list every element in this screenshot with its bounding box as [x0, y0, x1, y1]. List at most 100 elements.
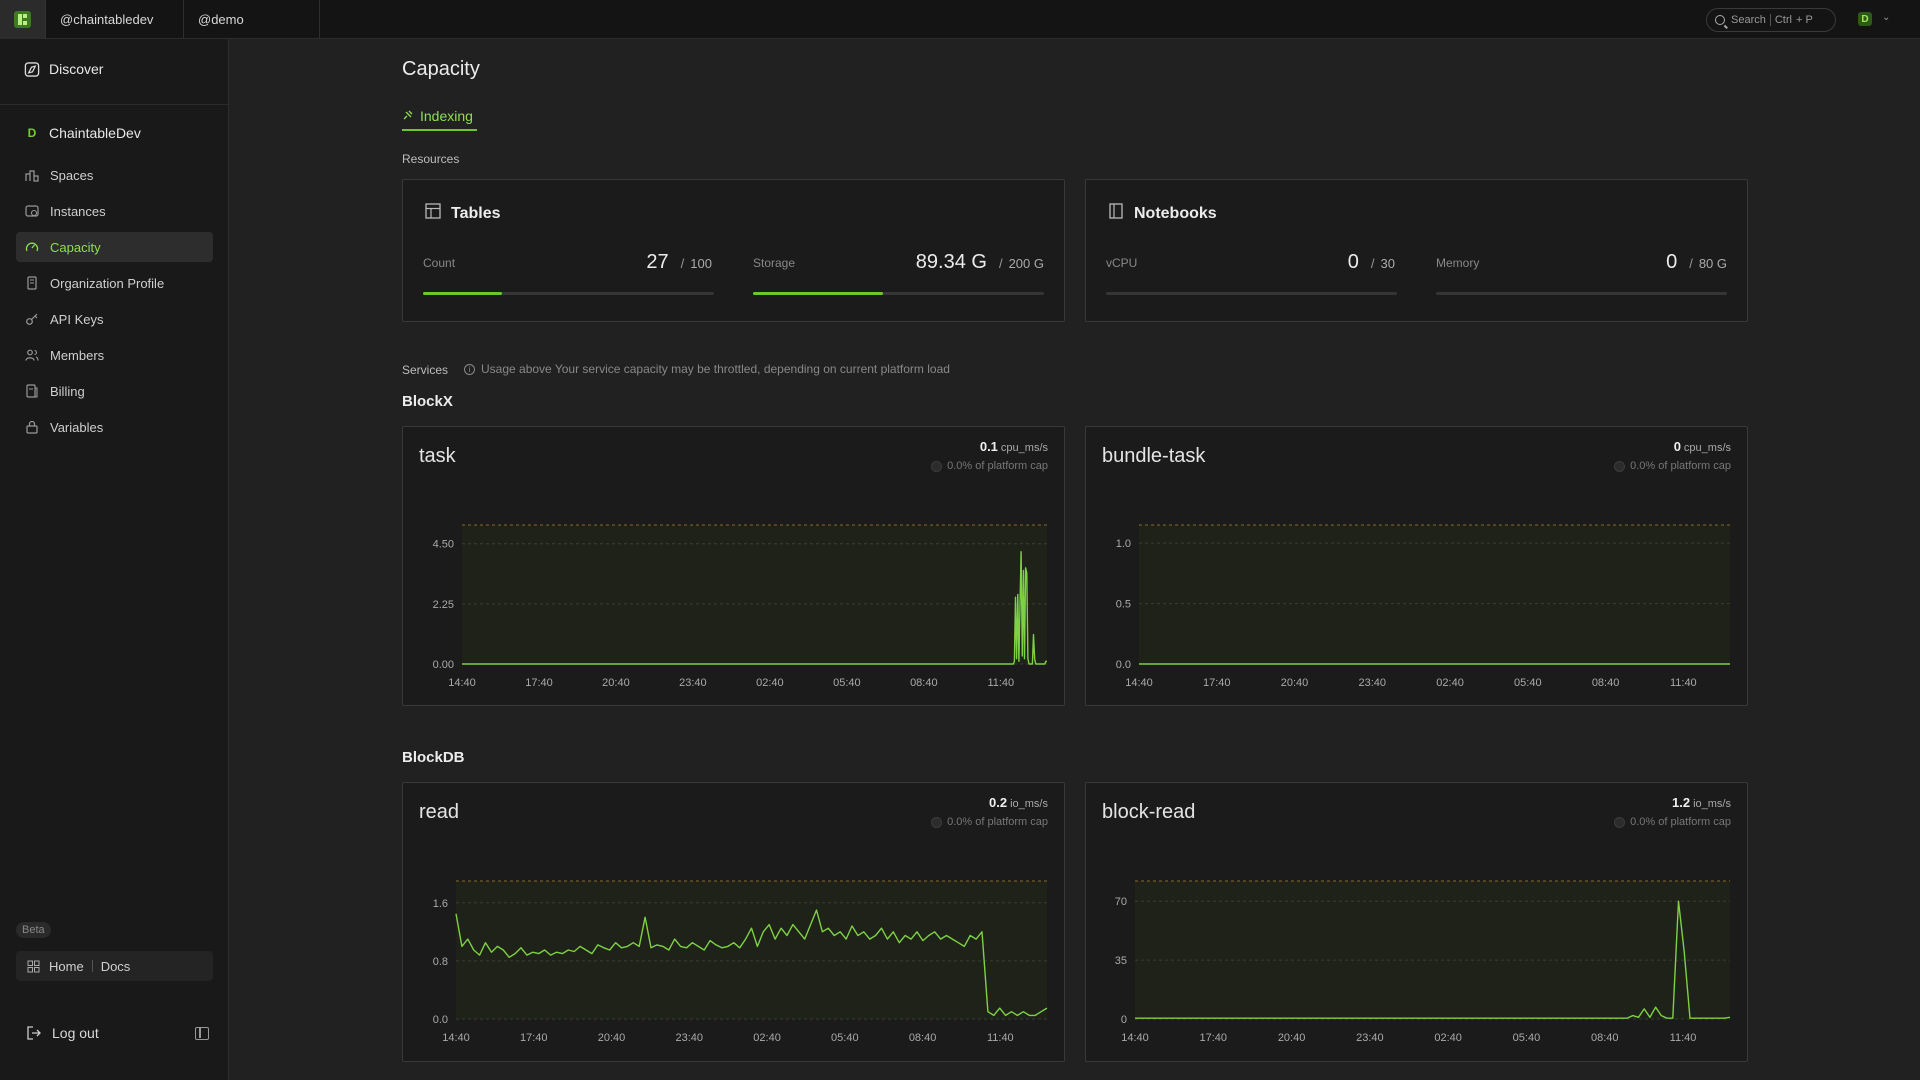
sidebar-item-spaces[interactable]: Spaces: [16, 160, 213, 190]
count-progress-bar: [423, 292, 714, 295]
plot-area: [456, 881, 1047, 1019]
sidebar-item-instances[interactable]: Instances: [16, 196, 213, 226]
tab-active-indicator: [402, 129, 477, 131]
x-tick-label: 23:40: [676, 1032, 704, 1044]
memory-progress-bar: [1436, 292, 1727, 295]
count-number: 27: [646, 251, 669, 273]
tab-indexing-label: Indexing: [420, 108, 473, 124]
chart-task-svg: 0.00 2.25 4.50 14:40 17:40 20:40 23:40 02:40 05:…: [433, 524, 1047, 689]
tab-indexing[interactable]: Indexing: [402, 104, 473, 128]
count-slash: /: [680, 256, 685, 271]
sidebar-item-members[interactable]: Members: [16, 340, 213, 370]
docs-link[interactable]: Docs: [100, 958, 131, 974]
count-progress-fill: [423, 292, 502, 295]
vcpu-limit: 30: [1380, 256, 1395, 271]
search-separator: [1769, 14, 1771, 26]
cap-indicator-icon: [1614, 460, 1626, 472]
profile-icon: [24, 275, 40, 291]
tables-card-title: Tables: [425, 203, 501, 224]
x-tick-label: 11:40: [1670, 1032, 1697, 1044]
y-tick-label: 0.8: [433, 956, 448, 968]
home-docs-separator: [91, 960, 93, 972]
resources-label: Resources: [402, 152, 460, 166]
chart-cap: 0.0% of platform cap: [931, 460, 1048, 472]
x-tick-label: 14:40: [1121, 1032, 1149, 1044]
org-name-label: ChaintableDev: [49, 125, 141, 141]
chart-rate-value: 1.2: [1672, 795, 1691, 810]
chart-title: read: [419, 801, 460, 823]
sidebar-item-label: Billing: [50, 383, 85, 399]
chart-cap: 0.0% of platform cap: [1614, 816, 1731, 828]
y-tick-label: 0.0: [433, 1014, 448, 1026]
x-tick-label: 02:40: [753, 1032, 781, 1044]
y-tick-label: 0.0: [1116, 659, 1131, 671]
sidebar-item-billing[interactable]: Billing: [16, 376, 213, 406]
storage-value: 89.34 G / 200 G: [916, 251, 1044, 274]
discover-link[interactable]: Discover: [24, 61, 103, 77]
sidebar-item-label: Members: [50, 347, 105, 363]
plot-area: [1139, 525, 1730, 664]
chart-card-bundle-task: 0.0 0.5 1.0 14:40 17:40 20:40 23:40 02:40 05:40 0…: [1085, 426, 1748, 706]
storage-progress-bar: [753, 292, 1044, 295]
org-tab-chaintabledev[interactable]: @chaintabledev: [46, 0, 184, 39]
chart-rate-unit: io_ms/s: [1693, 798, 1731, 810]
plot-area: [1135, 881, 1730, 1019]
sidebar-item-capacity[interactable]: Capacity: [16, 232, 213, 262]
app-logo-button[interactable]: [0, 0, 46, 39]
storage-label: Storage: [753, 256, 796, 270]
sidebar-item-label: Variables: [50, 419, 104, 435]
sidebar-item-label: Spaces: [50, 167, 94, 183]
chart-cap-text: 0.0% of platform cap: [947, 460, 1048, 472]
chart-title: bundle-task: [1102, 445, 1206, 467]
home-docs-bar: Home Docs: [16, 951, 213, 981]
table-icon: [425, 203, 441, 224]
y-tick-label: 1.0: [1116, 538, 1131, 550]
storage-progress-fill: [753, 292, 883, 295]
chart-cap-text: 0.0% of platform cap: [1630, 460, 1731, 472]
notebooks-title-text: Notebooks: [1134, 204, 1217, 222]
logout-button[interactable]: Log out: [26, 1025, 99, 1041]
cap-indicator-icon: [931, 460, 943, 472]
chart-cap-text: 0.0% of platform cap: [1630, 816, 1731, 828]
chevron-down-icon[interactable]: ⌄: [1882, 12, 1891, 23]
chart-rate-value: 0.2: [989, 795, 1008, 810]
chart-bundle-task-svg: 0.0 0.5 1.0 14:40 17:40 20:40 23:40 02:40 05:40 0…: [1116, 524, 1730, 689]
lock-icon: [24, 419, 40, 435]
x-tick-label: 05:40: [1513, 1032, 1541, 1044]
sidebar-item-variables[interactable]: Variables: [16, 412, 213, 442]
x-tick-label: 20:40: [598, 1032, 626, 1044]
chart-card-task: 0.00 2.25 4.50 14:40 17:40 20:40 23:40 02:40 05:…: [402, 426, 1065, 706]
sidebar-collapse-icon[interactable]: [195, 1027, 209, 1040]
plot-area: [462, 525, 1047, 664]
storage-number: 89.34 G: [915, 251, 987, 273]
x-tick-label: 02:40: [1434, 1032, 1462, 1044]
x-tick-label: 23:40: [1359, 677, 1387, 689]
services-label: Services: [402, 363, 449, 377]
x-tick-label: 20:40: [602, 677, 630, 689]
x-tick-label: 23:40: [1356, 1032, 1384, 1044]
home-link[interactable]: Home: [49, 958, 84, 974]
memory-label: Memory: [1436, 256, 1480, 270]
info-icon: i: [464, 363, 475, 375]
x-tick-label: 17:40: [1200, 1032, 1228, 1044]
chart-rate: 1.2 io_ms/s: [1672, 795, 1731, 810]
search-button[interactable]: Search Ctrl + P: [1706, 8, 1836, 32]
indexing-icon: [402, 108, 414, 124]
org-header[interactable]: D ChaintableDev: [26, 125, 141, 141]
user-avatar[interactable]: D: [1858, 12, 1872, 26]
x-tick-label: 05:40: [1514, 677, 1542, 689]
org-tab-demo[interactable]: @demo: [184, 0, 320, 39]
chart-title: block-read: [1102, 801, 1196, 823]
sidebar-item-organization-profile[interactable]: Organization Profile: [16, 268, 213, 298]
chart-rate: 0.1 cpu_ms/s: [980, 439, 1048, 454]
chart-title: task: [419, 445, 456, 467]
group-title-blockdb: BlockDB: [402, 749, 465, 766]
y-tick-label: 4.50: [433, 539, 454, 551]
page-title: Capacity: [402, 58, 480, 80]
sidebar-item-api-keys[interactable]: API Keys: [16, 304, 213, 334]
x-tick-label: 11:40: [987, 1032, 1014, 1044]
chart-card-read: 0.0 0.8 1.6 14:40 17:40 20:40 23:40 02:40 05:40 0…: [402, 782, 1065, 1062]
sidebar-item-label: Organization Profile: [50, 275, 165, 291]
count-label: Count: [423, 256, 456, 270]
search-shortcut-suffix: + P: [1795, 14, 1813, 26]
